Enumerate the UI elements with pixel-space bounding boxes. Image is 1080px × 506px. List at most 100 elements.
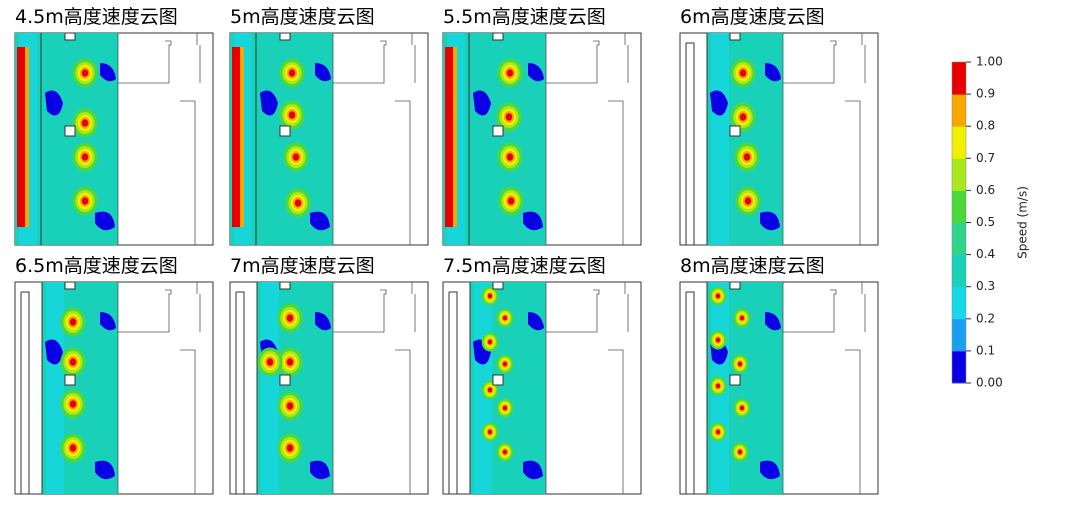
hotspot [286,402,294,410]
hotspot [487,293,493,299]
hotspot [487,387,493,393]
contour-plot [229,32,429,246]
wall-jet [445,47,453,227]
wall-outline [235,282,258,494]
opening [64,374,76,386]
hotspot [81,197,89,205]
wall-outline [685,33,708,245]
panel-title: 7m高度速度云图 [230,255,375,277]
colorbar-tick-label: 0.7 [976,151,995,165]
low-speed-zone [260,63,331,231]
colorbar-band [952,94,966,127]
opening [64,281,76,290]
hotspot [737,449,743,455]
colorbar-tick-label: 0.3 [976,279,995,293]
contour-plot [679,281,879,495]
opening [64,32,76,41]
hotspot [81,153,89,161]
contour-plot [442,281,642,495]
hotspot [292,153,300,161]
hotspot [739,113,747,121]
hotspot [69,444,77,452]
wall-outline [20,282,43,494]
hotspot [739,405,745,411]
hotspot [507,197,515,205]
colorbar-band [952,286,966,320]
colorbar-tick-label: 0.2 [976,311,995,325]
hotspot [715,383,721,389]
opening [729,281,741,290]
hotspot [81,69,89,77]
colorbar-tick-label: 0.6 [976,183,995,197]
hotspot [286,314,294,322]
building-outline [782,282,866,494]
opening [729,125,741,137]
panel-title: 6m高度速度云图 [680,6,825,28]
contour-plot [14,32,214,246]
low-speed-zone [45,63,116,231]
hotspot [743,153,751,161]
hotspot [288,111,296,119]
building-outline [782,33,866,245]
hotspot [502,315,508,321]
colorbar-tick-label: 0.00 [976,376,1003,390]
low-speed-zone [260,312,331,480]
hotspot [81,119,89,127]
colorbar-tick-label: 1.00 [976,55,1003,69]
opening [279,281,291,290]
opening [492,32,504,41]
hotspot [286,358,294,366]
building-outline [117,282,201,494]
panel-title: 5m高度速度云图 [230,6,375,28]
low-speed-zone [710,63,781,231]
wall-jet [17,47,25,227]
contour-plot [14,281,214,495]
hotspot [506,69,514,77]
flow-field-low [261,282,279,494]
wall-jet [232,47,240,227]
colorbar-band [952,126,966,159]
wall-outline [685,282,708,494]
hotspot [288,69,296,77]
hotspot [502,361,508,367]
wall-jet-edge [25,47,29,227]
hotspot [286,444,294,452]
building-outline [332,33,416,245]
hotspot [715,429,721,435]
hotspot [502,405,508,411]
flow-field-low [711,33,729,245]
colorbar-label: Speed (m/s) [1016,186,1030,259]
hotspot [266,358,274,366]
hotspot [506,153,514,161]
opening [279,32,291,41]
hotspot [505,113,513,121]
contour-plot [229,281,429,495]
low-speed-zone [473,63,544,231]
hotspot [744,197,752,205]
opening [729,374,741,386]
building-outline [545,33,629,245]
building-outline [117,33,201,245]
panel-title: 8m高度速度云图 [680,255,825,277]
colorbar-band [952,62,966,95]
colorbar-band [952,318,966,352]
opening [279,374,291,386]
hotspot [487,429,493,435]
building-outline [332,282,416,494]
panel-title: 4.5m高度速度云图 [15,6,178,28]
low-speed-zone [45,312,116,480]
colorbar-tick-label: 0.5 [976,215,995,229]
hotspot [69,318,77,326]
panel-title: 5.5m高度速度云图 [443,6,606,28]
colorbar-tick-label: 0.8 [976,119,995,133]
opening [64,125,76,137]
colorbar-band [952,222,966,256]
contour-plot [679,32,879,246]
low-speed-zone [473,312,544,480]
flow-field-low [46,282,64,494]
low-speed-zone [710,312,781,480]
panel-title: 7.5m高度速度云图 [443,255,606,277]
contour-plot [442,32,642,246]
opening [492,281,504,290]
